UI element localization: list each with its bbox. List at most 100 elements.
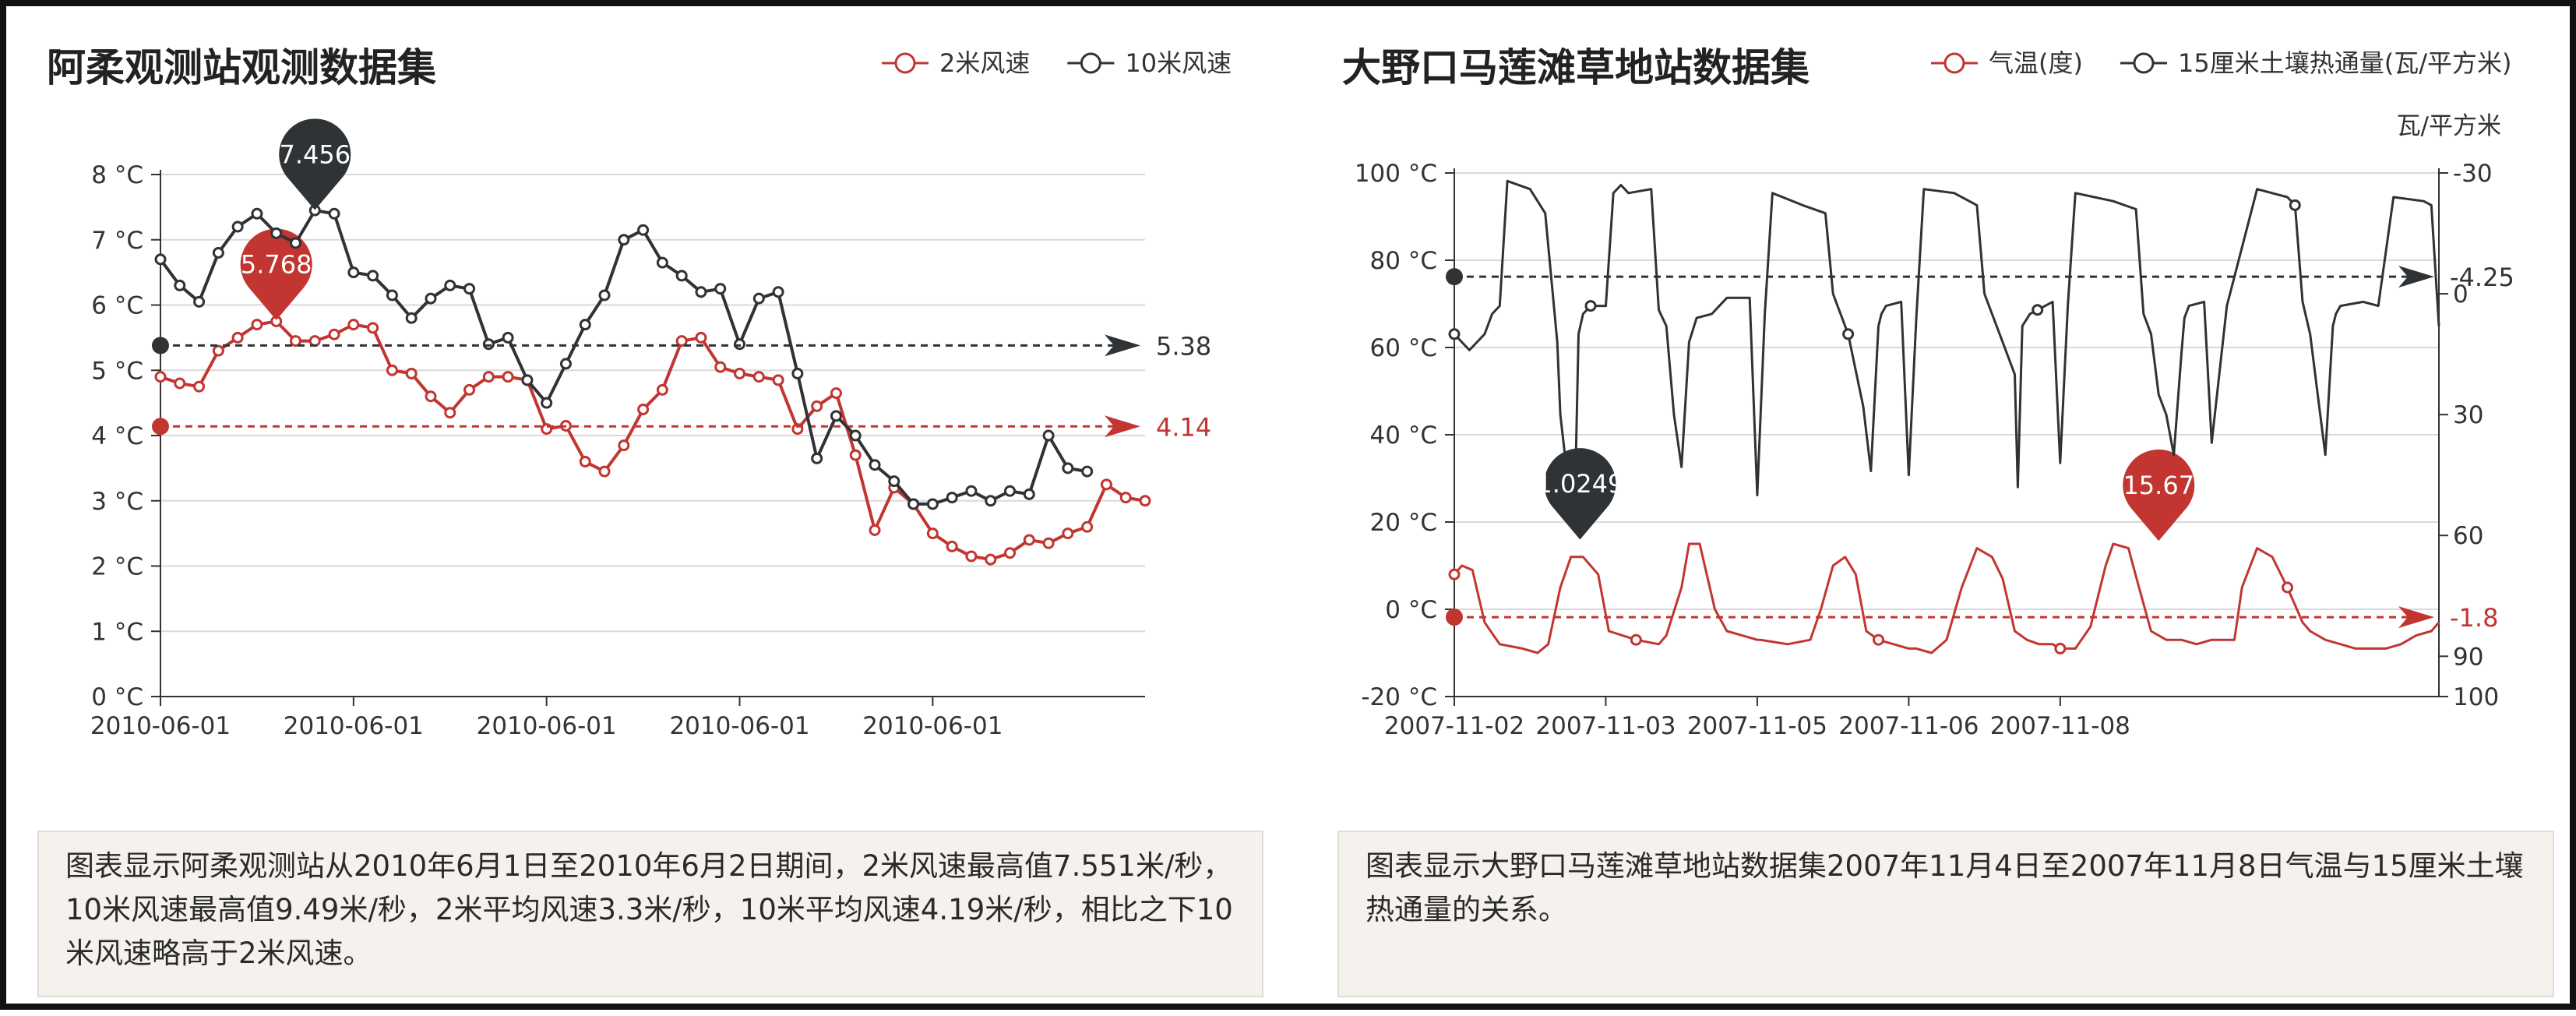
data-point-wind-10m (347, 266, 360, 279)
data-point-temperature (1630, 633, 1642, 646)
data-point-wind-2m (405, 367, 418, 379)
data-point-wind-2m (579, 456, 591, 467)
mark-line-arrow-soil-heat-flux (2398, 266, 2434, 288)
data-point-wind-10m (463, 283, 476, 295)
legend-marker-1 (2133, 52, 2155, 74)
data-point-soil-heat-flux (2289, 199, 2301, 211)
data-point-wind-2m (174, 377, 186, 390)
x-tick-label: 2010-06-01 (477, 712, 617, 740)
data-point-wind-2m (734, 367, 746, 379)
data-point-wind-2m (598, 465, 611, 478)
data-point-wind-2m (618, 439, 630, 452)
data-point-wind-10m (482, 338, 495, 351)
data-point-wind-2m (193, 380, 206, 393)
data-point-wind-2m (946, 540, 958, 552)
y2-tick-label: 30 (2453, 401, 2483, 429)
mark-point-label-wind-2m: 5.768 (241, 250, 312, 280)
data-point-wind-2m (154, 371, 167, 383)
data-point-wind-2m (367, 322, 379, 334)
x-tick-label: 2010-06-01 (90, 712, 231, 740)
data-point-wind-10m (926, 498, 939, 510)
mark-point-label-temperature: 15.67 (2123, 471, 2194, 500)
data-point-wind-2m (752, 371, 765, 383)
mark-line-label-wind-10m: 5.38 (1156, 331, 1211, 361)
mark-line-label-temperature: -1.8 (2450, 603, 2498, 633)
chart-description-dayekou: 图表显示大野口马莲滩草地站数据集2007年11月4日至2007年11月8日气温与… (1337, 831, 2554, 997)
mark-line-start-soil-heat-flux (1446, 268, 1463, 286)
data-point-temperature (2282, 581, 2294, 594)
data-point-wind-10m (231, 220, 244, 233)
y2-axis-unit: 瓦/平方米 (2397, 112, 2501, 140)
data-point-wind-2m (985, 553, 997, 566)
data-point-wind-2m (1062, 527, 1074, 540)
y2-tick-label: 60 (2453, 522, 2483, 550)
data-point-temperature (2054, 642, 2067, 654)
data-point-wind-10m (154, 253, 167, 266)
x-tick-label: 2010-06-01 (284, 712, 424, 740)
data-point-wind-10m (965, 485, 978, 497)
data-point-wind-10m (174, 279, 186, 291)
mark-point-label-wind-10m: 7.456 (279, 139, 351, 169)
y-tick-label: 3 °C (91, 488, 143, 516)
y-tick-label: 40 °C (1370, 422, 1437, 450)
dayekou-temp-flux-chart: 大野口马莲滩草地站数据集 -20 °C 0 °C 20 °C 40 °C 60 °C 80 … (1342, 45, 2514, 740)
data-point-wind-2m (869, 524, 881, 536)
data-point-wind-10m (444, 279, 456, 291)
data-point-wind-10m (830, 410, 842, 422)
x-tick-label: 2007-11-06 (1838, 712, 1979, 740)
data-point-wind-10m (734, 338, 746, 351)
legend-marker-0 (894, 52, 916, 74)
series-line-temperature (1453, 542, 2440, 654)
y-tick-label: 100 °C (1355, 160, 1437, 188)
y-tick-label: 2 °C (91, 553, 143, 581)
mark-line-arrow-wind-2m (1105, 415, 1140, 438)
data-point-wind-10m (675, 270, 688, 282)
data-point-wind-2m (830, 387, 842, 400)
y-tick-label: 4 °C (91, 422, 143, 450)
data-point-wind-10m (521, 374, 534, 386)
data-point-wind-2m (772, 374, 784, 386)
mark-point-pin-soil-heat-flux (1544, 448, 1616, 540)
data-point-wind-2m (637, 404, 650, 415)
data-point-wind-2m (849, 449, 862, 461)
data-point-wind-10m (386, 289, 398, 302)
legend-marker-1 (1080, 52, 1101, 74)
chart-description-aro: 图表显示阿柔观测站从2010年6月1日至2010年6月2日期间，2米风速最高值7… (37, 831, 1263, 997)
mark-line-start-temperature (1446, 609, 1463, 626)
y-tick-label: 0 °C (91, 683, 143, 711)
data-point-wind-10m (212, 247, 224, 259)
x-tick-label: 2007-11-02 (1384, 712, 1524, 740)
data-point-wind-10m (637, 224, 650, 236)
data-point-temperature (1448, 568, 1461, 580)
data-point-wind-10m (907, 498, 920, 510)
x-tick-label: 2007-11-05 (1687, 712, 1827, 740)
data-point-wind-10m (1081, 465, 1094, 478)
series-line-soil-heat-flux (1453, 179, 2440, 496)
mark-line-label-soil-heat-flux: -4.25 (2450, 263, 2514, 292)
data-point-wind-2m (212, 344, 224, 357)
y-tick-label: 6 °C (91, 292, 143, 320)
data-point-wind-10m (772, 286, 784, 298)
data-point-wind-10m (559, 358, 572, 370)
mark-line-arrow-wind-10m (1105, 334, 1140, 357)
chart-panel-dayekou: 大野口马莲滩草地站数据集 -20 °C 0 °C 20 °C 40 °C 60 °C 80 … (1294, 6, 2576, 1016)
legend-marker-0 (1943, 52, 1965, 74)
y-tick-label: 1 °C (91, 618, 143, 646)
data-point-wind-2m (502, 371, 514, 383)
mark-point-pin-temperature (2123, 449, 2195, 542)
data-point-wind-10m (656, 256, 668, 269)
x-tick-label: 2010-06-01 (669, 712, 809, 740)
mark-point-pin-wind-10m (279, 118, 351, 210)
data-point-wind-2m (231, 331, 244, 344)
y-tick-label: 8 °C (91, 161, 143, 189)
legend-label-0: 2米风速 (939, 48, 1030, 78)
chart-title: 阿柔观测站观测数据集 (47, 45, 436, 90)
data-point-wind-10m (502, 331, 514, 344)
data-point-wind-10m (714, 283, 727, 295)
mark-point-pin-wind-2m (240, 228, 312, 320)
chart-panel-aro: 阿柔观测站观测数据集 0 °C 1 °C 2 °C 3 °C 4 °C 5 °C 6 °C 7 … (6, 6, 1294, 1016)
data-point-wind-2m (714, 361, 727, 373)
data-point-soil-heat-flux (1584, 300, 1597, 312)
data-point-wind-2m (1081, 520, 1094, 533)
